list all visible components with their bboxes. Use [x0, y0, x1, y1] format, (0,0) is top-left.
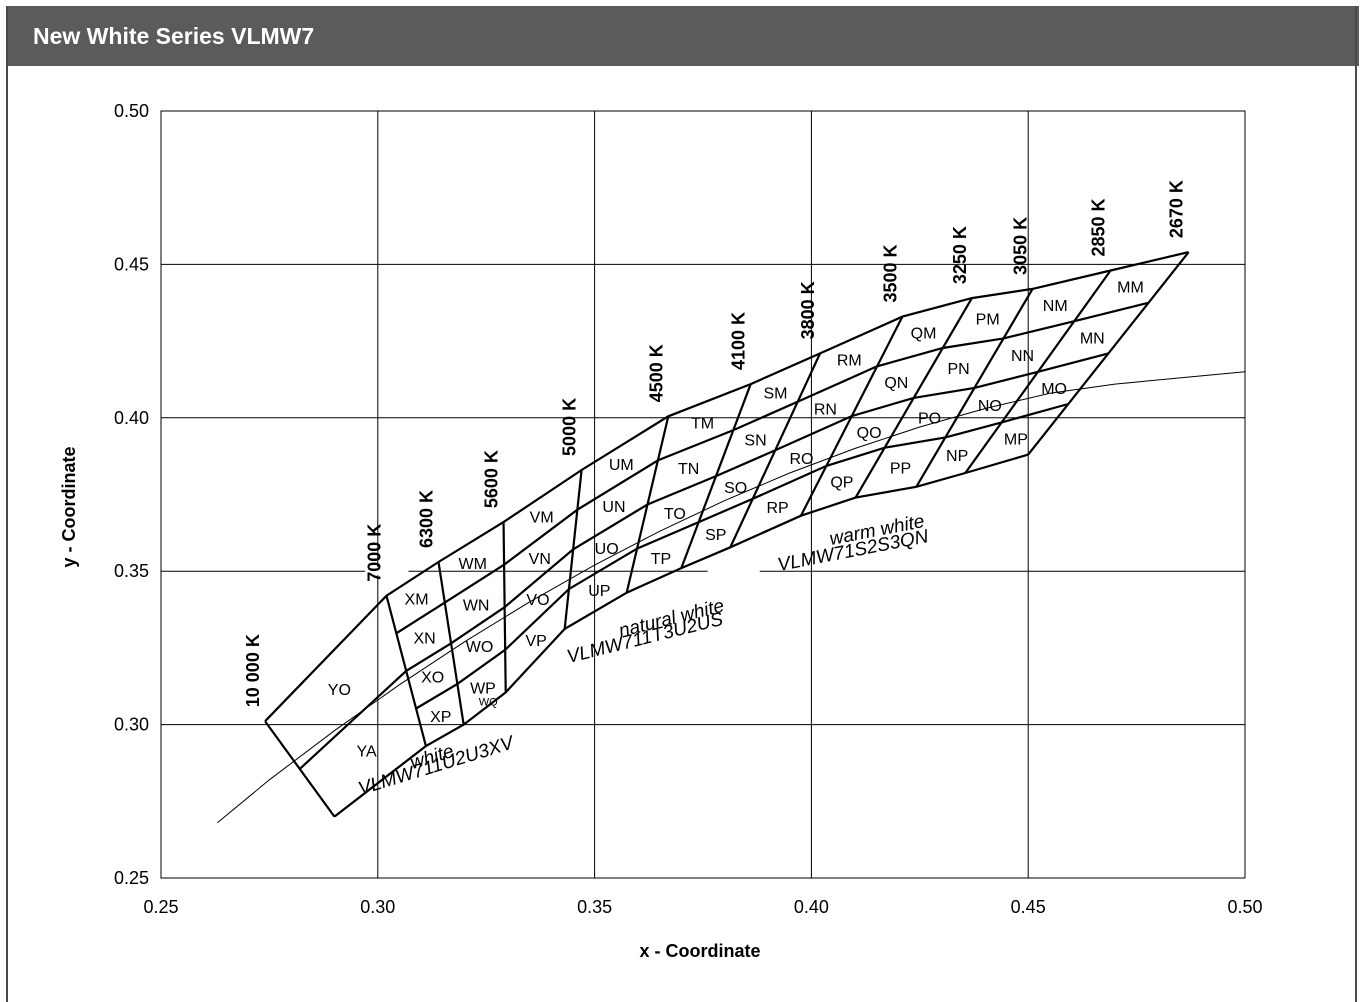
isotherm-line	[264, 720, 336, 818]
x-tick-label: 0.25	[143, 897, 178, 917]
x-axis-label: x - Coordinate	[639, 941, 760, 961]
bin-label: XO	[421, 670, 444, 687]
bin-label: NO	[978, 398, 1002, 415]
bin-label: QM	[911, 325, 937, 342]
y-tick-label: 0.35	[114, 561, 149, 581]
bin-label: TN	[678, 461, 699, 478]
bin-label: PP	[890, 460, 911, 477]
bin-boundary	[299, 352, 1109, 770]
isotherm-label: 3800 K	[798, 281, 818, 339]
isotherm-label: 6300 K	[417, 490, 437, 548]
bin-label: PM	[976, 311, 1000, 328]
bin-label: QO	[857, 425, 882, 442]
y-tick-label: 0.50	[114, 101, 149, 121]
group-part: VLMW711U2U3XV	[356, 732, 519, 800]
bin-label: SN	[744, 433, 766, 450]
bin-label: NP	[946, 448, 968, 465]
bin-label: QP	[830, 475, 853, 492]
bin-label: WP	[470, 681, 496, 698]
isotherm-label: 3250 K	[950, 226, 970, 284]
isotherm-label: 4100 K	[729, 312, 749, 370]
isotherm-label: 7000 K	[364, 524, 384, 582]
bin-label: UP	[588, 583, 610, 600]
bin-label: MM	[1117, 280, 1144, 297]
bin-label: NN	[1011, 348, 1034, 365]
isotherm-label: 10 000 K	[243, 634, 263, 707]
isotherm-line	[1027, 251, 1190, 456]
bin-label: WQ	[479, 696, 498, 708]
bin-label: WM	[459, 556, 487, 573]
bin-label: MN	[1080, 330, 1105, 347]
bin-label: VO	[526, 592, 549, 609]
blackbody-curve	[217, 371, 1246, 824]
bin-label: RO	[790, 451, 814, 468]
bin-label: XN	[413, 631, 435, 648]
isotherm-label: 4500 K	[646, 344, 666, 402]
bin-label: MP	[1004, 432, 1028, 449]
y-tick-label: 0.40	[114, 408, 149, 428]
y-tick-label: 0.45	[114, 254, 149, 274]
bin-label: VN	[529, 551, 551, 568]
bin-label: VM	[530, 510, 554, 527]
isotherm-label: 3050 K	[1011, 217, 1031, 275]
y-tick-label: 0.30	[114, 715, 149, 735]
grid-gap	[365, 567, 409, 576]
x-tick-label: 0.30	[360, 897, 395, 917]
bin-label: PO	[918, 411, 941, 428]
bin-label: PN	[947, 361, 969, 378]
x-tick-label: 0.40	[794, 897, 829, 917]
isotherm-label: 2670 K	[1167, 180, 1187, 238]
bin-boundary	[415, 402, 1069, 710]
bin-label: SM	[763, 385, 787, 402]
bin-label: TP	[651, 551, 671, 568]
page-title: New White Series VLMW7	[6, 6, 1359, 66]
isotherm-label: 5000 K	[560, 398, 580, 456]
x-tick-label: 0.45	[1011, 897, 1046, 917]
y-tick-label: 0.25	[114, 868, 149, 888]
bin-label: UM	[609, 457, 634, 474]
bin-boundary	[333, 453, 1029, 818]
bin-label: QN	[884, 375, 908, 392]
plot-border	[160, 110, 1246, 879]
bin-label: NM	[1043, 298, 1068, 315]
bin-label: MO	[1041, 381, 1067, 398]
bin-label: XP	[430, 709, 451, 726]
bin-label: UN	[602, 499, 625, 516]
bin-label: WN	[463, 597, 490, 614]
x-tick-label: 0.35	[577, 897, 612, 917]
bin-boundary	[395, 301, 1149, 635]
y-axis-label: y - Coordinate	[59, 446, 79, 567]
isotherm-label: 5600 K	[482, 450, 502, 508]
isotherm-label: 2850 K	[1089, 198, 1109, 256]
isotherm-label: 3500 K	[880, 245, 900, 303]
grid-gap	[707, 567, 760, 576]
chart-frame	[6, 6, 1357, 1002]
x-tick-label: 0.50	[1227, 897, 1262, 917]
bin-boundary	[264, 251, 1189, 722]
bin-label: RP	[766, 500, 788, 517]
bin-label: RM	[837, 353, 862, 370]
bin-label: WO	[466, 639, 494, 656]
bin-label: VP	[525, 633, 546, 650]
bin-label: YO	[328, 682, 351, 699]
bin-label: YA	[357, 744, 377, 761]
bin-label: RN	[814, 402, 837, 419]
bin-label: SO	[724, 480, 747, 497]
bin-label: UO	[595, 541, 619, 558]
bin-label: TO	[664, 506, 686, 523]
bin-label: TM	[691, 416, 714, 433]
bin-label: SP	[705, 527, 726, 544]
bin-label: XM	[405, 591, 429, 608]
